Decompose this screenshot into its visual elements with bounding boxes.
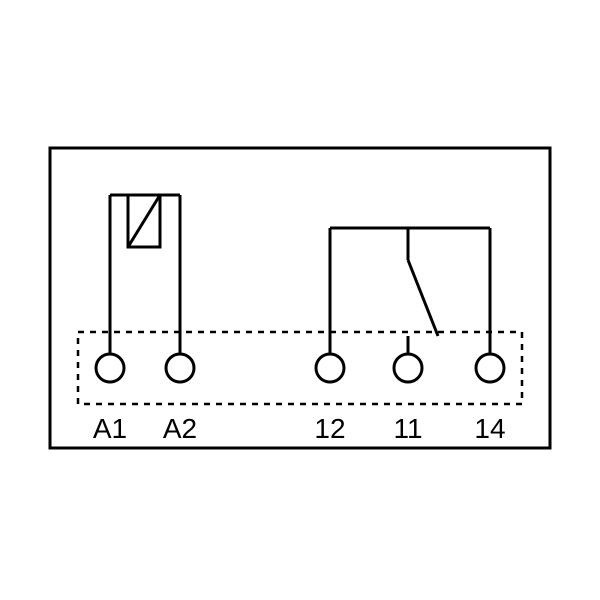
terminal-12 — [316, 354, 344, 382]
contact-symbol — [330, 228, 490, 354]
terminal-a1 — [96, 354, 124, 382]
terminal-14 — [476, 354, 504, 382]
label-12: 12 — [314, 413, 345, 444]
coil-symbol — [110, 195, 180, 354]
label-11: 11 — [393, 413, 422, 444]
terminal-a2 — [166, 354, 194, 382]
label-a1: A1 — [93, 413, 127, 444]
label-a2: A2 — [163, 413, 197, 444]
terminal-strip — [78, 332, 522, 404]
label-14: 14 — [474, 413, 505, 444]
relay-schematic: A1 A2 12 11 14 — [0, 0, 600, 600]
terminal-11 — [394, 354, 422, 382]
